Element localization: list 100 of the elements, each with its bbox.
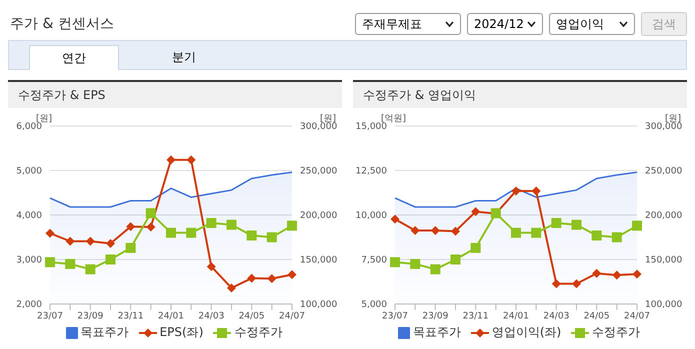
point: [512, 186, 520, 196]
point: [632, 270, 642, 279]
y2-tick-label: 300,000: [300, 122, 338, 132]
x-tick-label: 24/07: [624, 311, 650, 322]
y2-tick-label: 250,000: [645, 166, 682, 177]
y2-tick-label: 150,000: [645, 256, 682, 266]
point: [471, 207, 480, 216]
point: [430, 264, 440, 274]
point: [450, 254, 460, 264]
point: [206, 218, 216, 228]
point: [592, 268, 602, 278]
chart-title: 수정주가 & EPS: [8, 80, 342, 108]
x-tick-label: 24/03: [198, 311, 224, 322]
point: [227, 283, 236, 292]
dropdown: 주재무제표: [355, 13, 461, 35]
y-axis-title: [원]: [36, 113, 52, 124]
y2-tick-label: 200,000: [645, 211, 682, 222]
x-tick-label: 24/05: [238, 311, 265, 322]
point: [572, 220, 582, 230]
text: 주가 & 컨센서스: [9, 15, 114, 33]
y-tick-label: 6,000: [16, 122, 42, 132]
point: [166, 155, 176, 164]
x-tick-label: 24/07: [279, 311, 305, 322]
point: [247, 274, 256, 283]
point: [612, 270, 622, 280]
y2-tick-label: 250,000: [300, 166, 338, 177]
point: [226, 220, 236, 230]
point: [146, 208, 156, 218]
x-tick-label: 23/09: [77, 311, 104, 322]
point: [66, 236, 75, 246]
point: [246, 230, 257, 240]
y2-axis-title: [원]: [320, 113, 336, 124]
point: [612, 232, 622, 242]
x-tick-label: 24/03: [543, 311, 570, 322]
point: [106, 238, 115, 248]
y-tick-label: 7,500: [361, 256, 388, 266]
point: [390, 257, 400, 268]
point: [410, 226, 420, 235]
point: [266, 232, 277, 242]
point: [186, 155, 196, 164]
button: 검색: [641, 12, 687, 36]
x-tick-label: 23/09: [422, 311, 449, 322]
dropdown: 2024/12: [467, 13, 543, 35]
point: [552, 279, 561, 288]
point: [511, 228, 521, 238]
legend-label: 목표주가: [412, 324, 461, 341]
point: [267, 274, 276, 284]
legend-label: 수정주가: [592, 324, 640, 341]
dropdown: 영업이익: [549, 13, 635, 35]
x-tick-label: 23/07: [37, 311, 63, 322]
point: [85, 264, 96, 274]
point: [166, 228, 176, 238]
point: [288, 270, 296, 280]
y-tick-label: 4,000: [16, 211, 42, 222]
point: [186, 228, 196, 238]
y2-tick-label: 100,000: [645, 300, 682, 310]
y-tick-label: 2,000: [16, 300, 42, 310]
point: [126, 222, 136, 232]
point: [430, 226, 440, 235]
x-tick-label: 24/05: [584, 311, 610, 322]
x-tick-label: 23/11: [462, 311, 489, 322]
x-tick-label: 24/01: [158, 311, 184, 322]
point: [572, 279, 581, 288]
x-tick-label: 23/11: [118, 311, 144, 322]
point: [632, 220, 642, 231]
legend-label: 영업이익(좌): [492, 324, 562, 341]
point: [65, 258, 76, 269]
point: [470, 242, 481, 253]
point: [146, 222, 156, 232]
point: [206, 262, 216, 272]
chart-title: 수정주가 & 영업이익: [353, 80, 687, 108]
point: [390, 214, 400, 224]
text: 분기: [171, 49, 197, 66]
x-tick-label: 23/07: [382, 311, 408, 322]
y-tick-label: 10,000: [356, 211, 388, 222]
y2-axis-title: [원]: [664, 113, 681, 124]
y2-tick-label: 300,000: [645, 122, 682, 132]
text: 연간: [29, 45, 119, 70]
y-tick-label: 3,000: [16, 256, 42, 266]
y2-tick-label: 200,000: [300, 211, 338, 222]
point: [86, 236, 95, 246]
y-tick-label: 5,000: [16, 166, 42, 177]
point: [451, 226, 460, 236]
point: [532, 186, 541, 196]
legend-label: 수정주가: [234, 324, 282, 341]
point: [45, 257, 55, 268]
point: [287, 220, 297, 231]
y-tick-label: 5,000: [361, 300, 388, 310]
legend-label: EPS(좌): [160, 324, 204, 341]
legend-label: 목표주가: [80, 324, 129, 341]
y-tick-label: 12,500: [356, 166, 388, 177]
y-tick-label: 15,000: [356, 122, 388, 132]
point: [410, 258, 420, 269]
point: [46, 228, 54, 238]
point: [531, 228, 542, 238]
y2-tick-label: 100,000: [300, 300, 338, 310]
y2-tick-label: 150,000: [300, 256, 338, 266]
point: [551, 218, 562, 228]
x-tick-label: 24/01: [503, 311, 529, 322]
y-axis-title: [억원]: [381, 113, 406, 124]
